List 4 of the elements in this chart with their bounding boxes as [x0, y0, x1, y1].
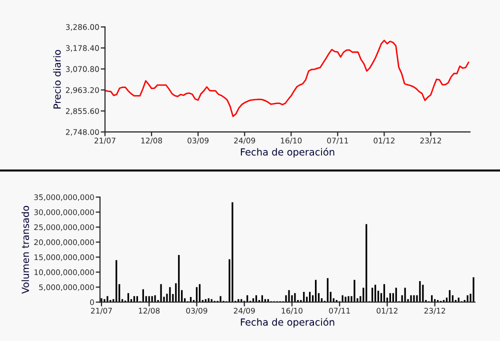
x-axis-title: Fecha de operación	[240, 148, 334, 158]
x-axis-title: Fecha de operación	[240, 318, 334, 328]
y-axis-title: Volumen transado	[22, 206, 30, 294]
y-axis-title: Precio diario	[53, 50, 61, 109]
